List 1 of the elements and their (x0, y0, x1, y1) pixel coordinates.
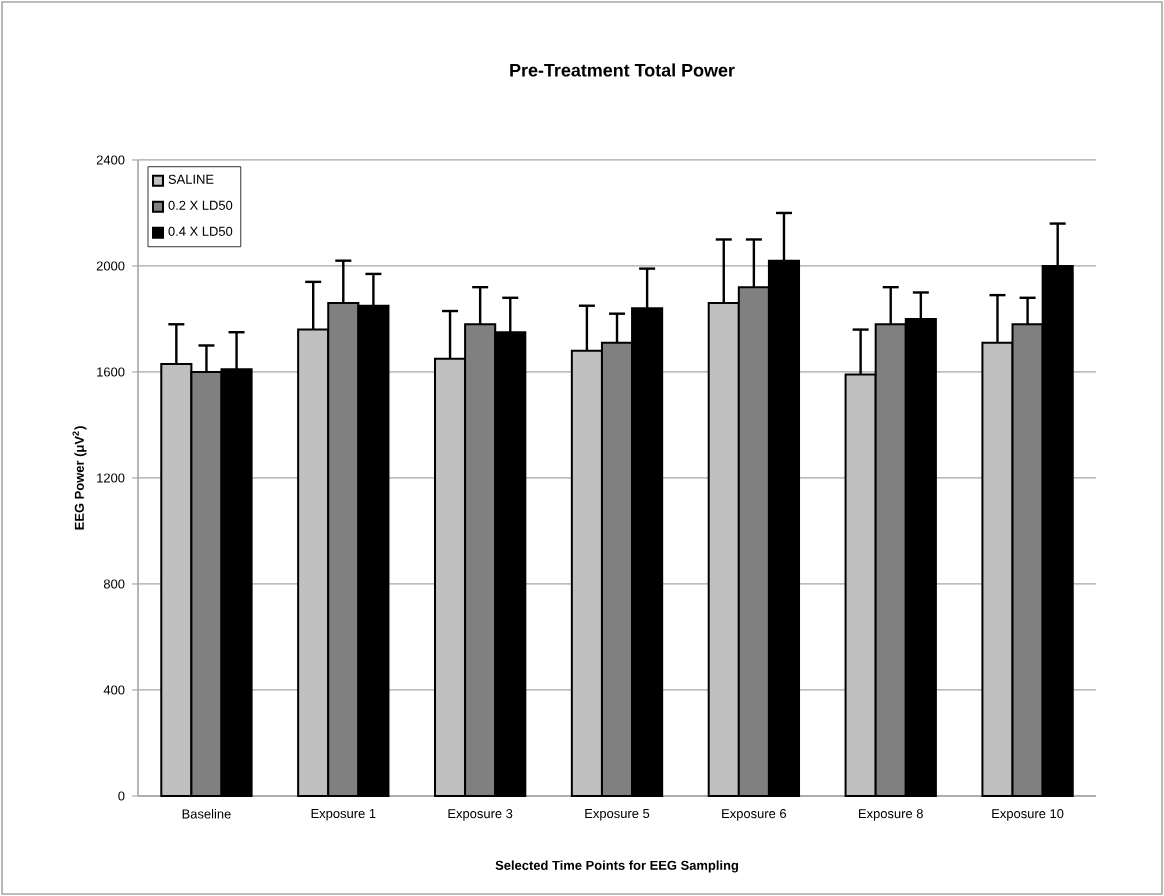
chart-title: Pre-Treatment Total Power (510, 63, 735, 77)
